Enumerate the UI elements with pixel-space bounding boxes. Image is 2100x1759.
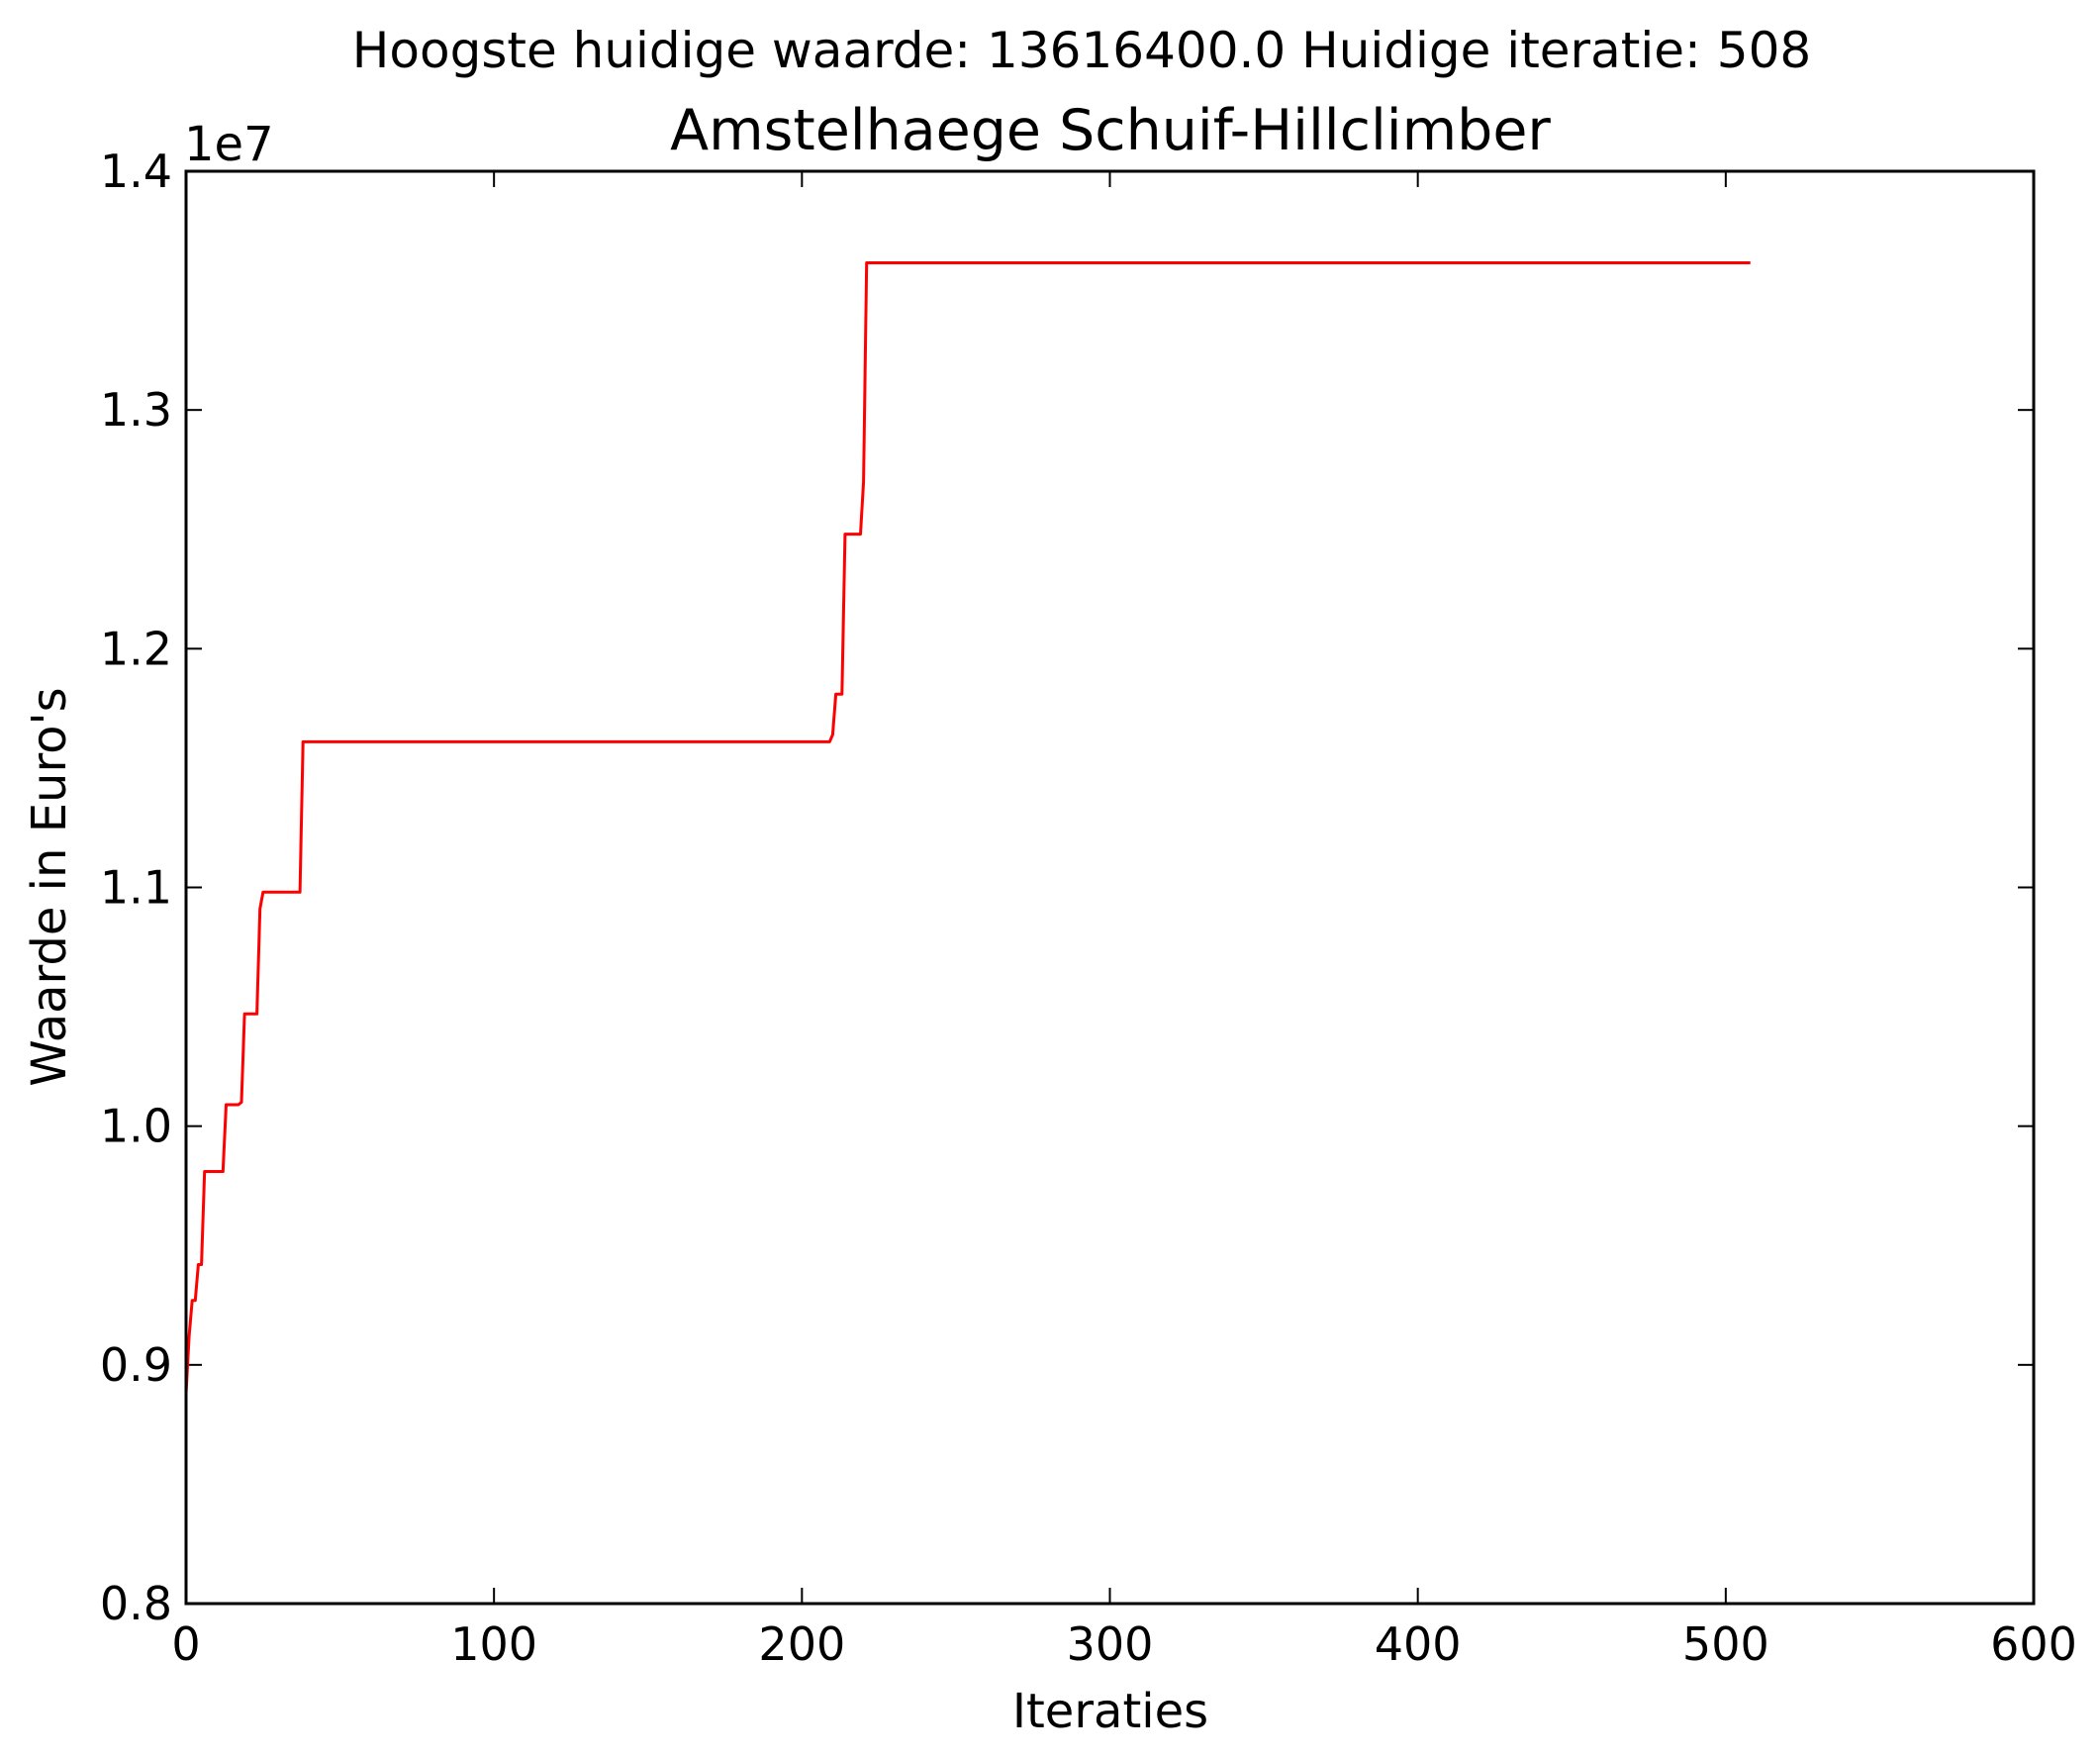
series-layer [184,261,1751,1394]
y-tick-label: 1.4 [100,145,172,198]
y-tick-label: 1.2 [100,622,172,675]
x-axis-label: Iteraties [1012,1684,1208,1739]
suptitle: Hoogste huidige waarde: 13616400.0 Huidi… [352,22,1811,79]
tick-labels: 0 100 200 300 400 500 600 0.8 0.9 1.0 1.1 1.2 1.3 1.4 [100,145,2077,1671]
x-tick-label: 600 [1990,1617,2077,1671]
y-tick-label: 0.9 [100,1338,172,1392]
x-tick-label: 300 [1067,1617,1154,1671]
chart-title: Amstelhaege Schuif-Hillclimber [670,98,1551,163]
x-tick-label: 500 [1682,1617,1769,1671]
y-axis-label: Waarde in Euro's [22,687,77,1086]
y-tick-label: 0.8 [100,1577,172,1630]
x-tick-label: 200 [758,1617,845,1671]
y-tick-label: 1.3 [100,383,172,437]
plot-frame [184,169,2036,1606]
x-tick-label: 400 [1375,1617,1462,1671]
series-line [184,261,1751,1394]
y-offset-label: 1e7 [184,117,274,172]
y-tick-label: 1.0 [100,1100,172,1153]
x-tick-label: 100 [450,1617,537,1671]
y-tick-label: 1.1 [100,861,172,915]
x-tick-label: 0 [171,1617,200,1671]
